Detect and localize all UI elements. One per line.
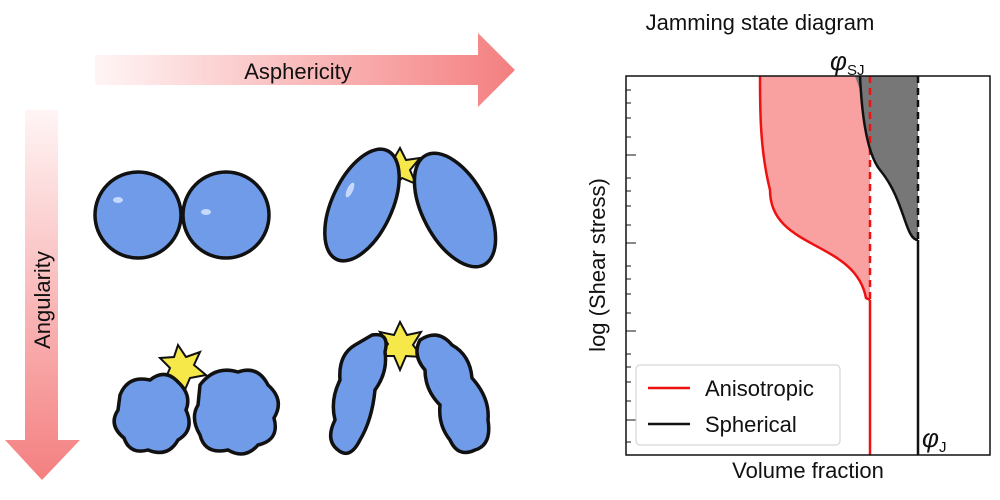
asphericity-arrow: [95, 33, 515, 107]
text: φ: [922, 423, 939, 453]
ellipsoids: [323, 145, 498, 269]
text: φ: [830, 46, 847, 76]
log-ticks: [626, 89, 636, 443]
diagram-title: Jamming state diagram: [646, 10, 875, 35]
phi-sj: φSJ: [830, 46, 864, 79]
arrow-label: Angularity: [30, 251, 55, 349]
x-axis-label: Volume fraction: [732, 458, 884, 483]
legend: Anisotropic Spherical: [635, 364, 841, 446]
y-axis-label: log (Shear stress): [585, 178, 610, 352]
phi-j: φJ: [922, 423, 946, 456]
legend-label: Anisotropic: [705, 376, 814, 401]
legend-label: Spherical: [705, 412, 797, 437]
arrow-label: Asphericity: [244, 59, 352, 84]
spheres: [93, 170, 271, 260]
rough-spheres: [112, 342, 281, 456]
curves: [758, 75, 920, 455]
text: SJ: [847, 62, 865, 79]
text: J: [939, 439, 947, 456]
angularity-arrow: [5, 110, 80, 480]
rough-ellipsoids: [328, 319, 491, 456]
